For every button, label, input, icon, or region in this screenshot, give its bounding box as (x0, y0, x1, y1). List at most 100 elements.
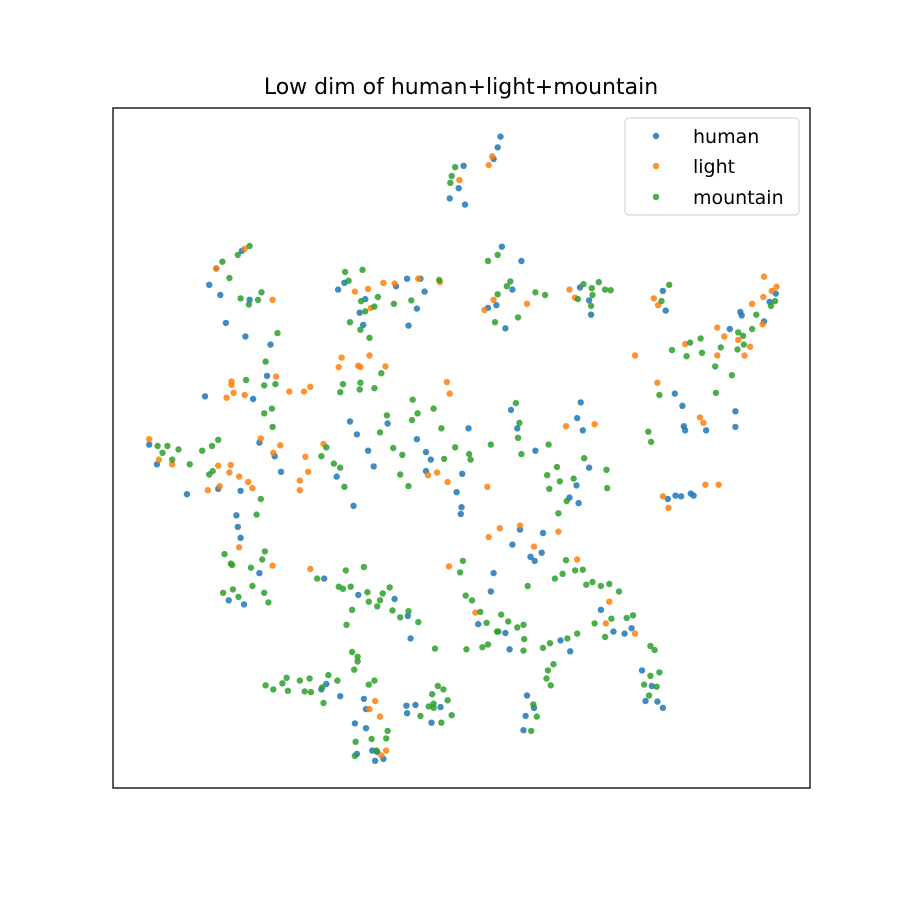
point-human-96 (225, 597, 232, 604)
point-mountain-86 (318, 453, 325, 460)
point-mountain-217 (348, 648, 356, 656)
point-mountain-154 (343, 621, 350, 628)
point-light-16 (566, 286, 573, 293)
point-light-15 (523, 300, 531, 307)
point-mountain-37 (574, 295, 582, 303)
point-mountain-7 (237, 295, 244, 302)
point-light-29 (741, 352, 748, 359)
point-mountain-60 (261, 382, 268, 389)
point-human-74 (579, 427, 586, 434)
point-mountain-9 (254, 296, 262, 303)
point-mountain-232 (371, 677, 378, 684)
point-human-110 (475, 620, 482, 628)
point-mountain-221 (283, 674, 290, 681)
point-mountain-93 (405, 482, 412, 490)
point-mountain-16 (371, 303, 378, 310)
point-mountain-35 (595, 278, 602, 286)
point-human-27 (509, 286, 516, 293)
point-human-84 (732, 423, 739, 431)
legend-marker-human (652, 132, 660, 140)
point-mountain-182 (574, 630, 581, 637)
point-human-104 (509, 541, 516, 548)
point-mountain-115 (570, 475, 577, 482)
point-mountain-181 (564, 635, 571, 642)
point-mountain-108 (545, 441, 552, 448)
point-light-56 (226, 469, 233, 476)
point-mountain-84 (376, 429, 384, 436)
point-human-57 (333, 473, 340, 480)
point-light-45 (228, 378, 235, 385)
point-mountain-72 (154, 442, 161, 450)
point-mountain-44 (698, 349, 706, 356)
point-human-60 (427, 456, 434, 463)
point-human-42 (267, 341, 274, 348)
point-mountain-213 (351, 752, 359, 760)
point-human-35 (662, 307, 669, 314)
point-mountain-29 (491, 319, 499, 326)
point-human-121 (360, 695, 368, 703)
point-mountain-196 (653, 683, 660, 690)
point-mountain-89 (341, 483, 348, 490)
point-light-61 (257, 435, 264, 442)
point-human-5 (446, 195, 453, 202)
point-light-59 (249, 484, 256, 492)
point-mountain-222 (284, 687, 292, 694)
point-mountain-175 (597, 582, 605, 590)
point-mountain-164 (505, 618, 512, 625)
point-human-114 (567, 648, 574, 655)
point-light-50 (155, 456, 163, 463)
point-light-37 (366, 352, 373, 359)
point-mountain-56 (734, 346, 741, 353)
point-light-26 (721, 333, 728, 340)
point-human-79 (671, 390, 678, 397)
point-mountain-201 (417, 712, 424, 720)
point-mountain-124 (221, 550, 228, 558)
point-human-68 (459, 470, 466, 477)
point-light-70 (444, 478, 451, 486)
point-mountain-184 (601, 633, 609, 641)
point-human-94 (237, 534, 244, 541)
point-mountain-212 (352, 738, 359, 745)
point-light-5 (269, 296, 276, 303)
point-mountain-99 (440, 455, 448, 463)
point-mountain-206 (448, 712, 455, 719)
point-mountain-137 (253, 511, 260, 518)
point-human-23 (413, 305, 421, 312)
point-mountain-95 (414, 410, 421, 417)
point-mountain-241 (521, 635, 528, 643)
point-mountain-105 (516, 419, 523, 426)
point-light-18 (650, 295, 658, 302)
point-human-32 (585, 297, 593, 304)
point-mountain-70 (159, 449, 166, 456)
point-light-43 (300, 388, 308, 395)
point-mountain-140 (342, 567, 349, 574)
point-mountain-215 (354, 658, 361, 665)
point-mountain-173 (583, 581, 590, 588)
point-human-115 (610, 628, 617, 635)
point-mountain-128 (219, 589, 227, 596)
point-mountain-51 (748, 325, 756, 333)
point-light-76 (700, 419, 707, 426)
point-mountain-111 (563, 497, 570, 505)
point-mountain-77 (339, 380, 347, 388)
legend-label-light: light (693, 156, 735, 178)
point-light-1 (485, 161, 492, 169)
point-mountain-40 (607, 287, 614, 294)
point-mountain-131 (261, 589, 268, 596)
point-light-6 (364, 285, 372, 293)
point-human-54 (353, 431, 361, 438)
point-mountain-198 (656, 669, 663, 676)
point-mountain-216 (354, 653, 361, 660)
point-mountain-2 (447, 179, 454, 186)
point-human-108 (490, 569, 497, 577)
point-mountain-168 (551, 575, 559, 582)
point-human-137 (642, 697, 649, 705)
point-mountain-176 (606, 580, 613, 588)
point-mountain-4 (246, 242, 253, 250)
point-mountain-64 (261, 410, 268, 417)
point-human-111 (502, 629, 509, 637)
point-mountain-153 (348, 606, 356, 613)
point-human-89 (664, 495, 671, 503)
point-mountain-54 (771, 297, 779, 305)
point-light-38 (357, 363, 364, 371)
